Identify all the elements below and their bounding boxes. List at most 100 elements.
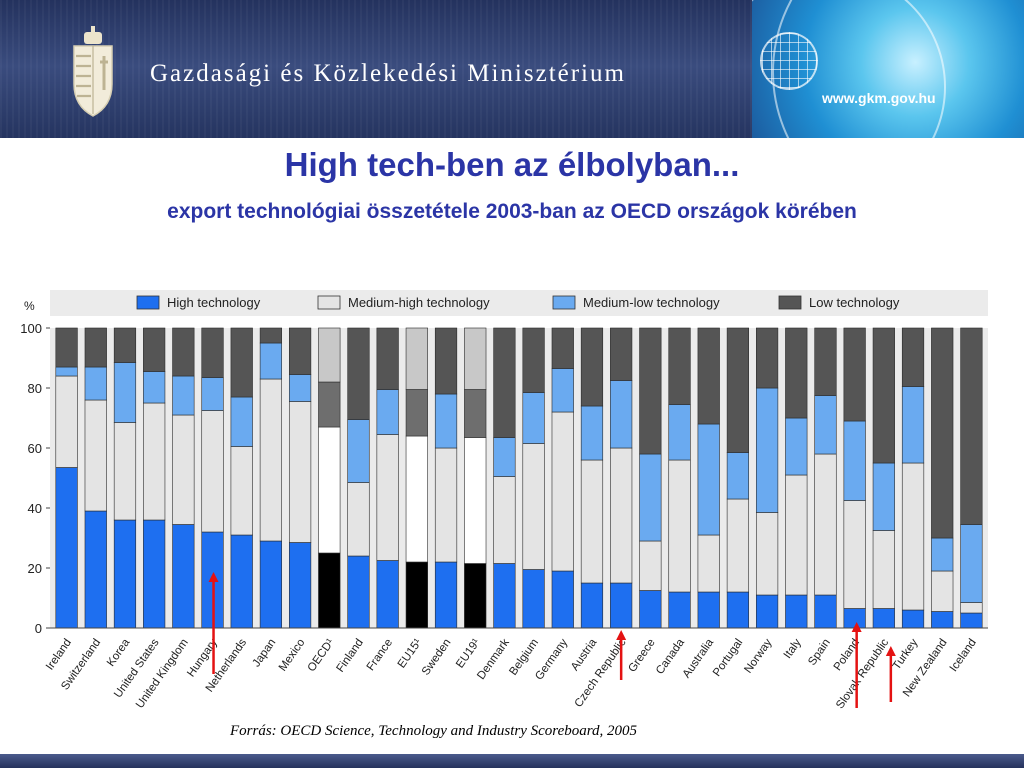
website-link[interactable]: www.gkm.gov.hu: [822, 90, 936, 106]
bar-segment: [259, 378, 283, 542]
y-tick-label: 0: [35, 621, 42, 636]
bar-segment: [84, 327, 107, 368]
bar-segment: [143, 327, 166, 372]
bar-segment: [580, 582, 604, 629]
bar-segment: [434, 561, 458, 629]
bar-segment: [639, 540, 662, 591]
x-tick-label: Mexico: [277, 637, 308, 674]
bar-segment: [318, 552, 341, 629]
bar-segment: [814, 395, 837, 455]
bar-segment: [610, 327, 633, 381]
x-tick-label: Iceland: [948, 637, 979, 674]
bar-segment: [288, 327, 312, 375]
bar-segment: [726, 591, 750, 629]
legend-label: Low technology: [809, 295, 900, 310]
bar-segment: [84, 366, 107, 401]
bar-segment: [814, 453, 837, 596]
bar-segment: [143, 402, 166, 521]
bar-segment: [288, 401, 312, 543]
bar-segment: [288, 542, 312, 629]
bar-segment: [843, 500, 866, 609]
bar-segment: [814, 327, 837, 396]
bar-segment: [113, 362, 137, 423]
bar-segment: [639, 453, 662, 542]
bar-segment: [960, 602, 983, 614]
bar-segment: [551, 327, 574, 369]
bar-segment: [755, 387, 779, 513]
hungarian-coat-of-arms-icon: [73, 26, 113, 117]
bar-segment: [143, 519, 166, 629]
x-tick-label: United Kingdom: [134, 637, 191, 711]
bar-segment: [201, 327, 224, 378]
bar-segment: [551, 570, 574, 629]
bar-segment: [55, 375, 78, 468]
bar-segment: [113, 327, 137, 363]
y-tick-label: 20: [28, 561, 42, 576]
bar-segment: [464, 437, 487, 564]
bar-segment: [434, 327, 458, 395]
bar-segment: [668, 327, 691, 405]
bar-segment: [464, 389, 487, 438]
bar-segment: [755, 512, 779, 596]
bar-segment: [347, 327, 370, 420]
bar-segment: [288, 374, 312, 402]
header-banner: Gazdasági és Közlekedési Minisztérium ww…: [0, 0, 1024, 138]
bar-segment: [172, 524, 195, 629]
bar-segment: [755, 327, 779, 389]
footer-bar: [0, 754, 1024, 768]
bar-segment: [347, 555, 370, 629]
y-tick-label: 100: [20, 321, 42, 336]
bar-segment: [230, 446, 253, 536]
bar-segment: [639, 590, 662, 629]
bar-segment: [580, 459, 604, 584]
bar-segment: [960, 524, 983, 603]
bar-segment: [668, 459, 691, 593]
x-tick-label: Sweden: [420, 637, 454, 678]
bar-segment: [872, 327, 895, 464]
bar-segment: [143, 371, 166, 404]
bar-segment: [376, 389, 399, 435]
x-tick-label: EU19¹: [454, 637, 483, 671]
bar-segment: [318, 381, 341, 428]
bar-segment: [697, 534, 720, 593]
bar-segment: [580, 327, 604, 407]
bar-segment: [434, 393, 458, 449]
bar-segment: [493, 563, 516, 629]
highlight-arrowhead: [616, 630, 627, 640]
x-tick-label: Austria: [569, 636, 600, 673]
bar-segment: [376, 560, 399, 629]
y-axis-label: %: [24, 299, 35, 313]
bar-segment: [610, 582, 633, 629]
bar-segment: [172, 327, 195, 377]
bar-segment: [960, 612, 983, 629]
legend-label: Medium-low technology: [583, 295, 720, 310]
bar-segment: [405, 389, 428, 437]
bar-segment: [522, 443, 545, 570]
bar-segment: [931, 611, 954, 629]
bar-segment: [84, 399, 107, 512]
bar-segment: [785, 594, 808, 629]
x-tick-label: Norway: [742, 637, 774, 676]
bar-segment: [668, 404, 691, 461]
x-tick-label: Ireland: [44, 637, 74, 673]
bar-segment: [960, 327, 983, 525]
x-tick-label: Spain: [806, 637, 833, 668]
bar-segment: [785, 417, 808, 476]
legend-background: [50, 290, 988, 316]
bar-segment: [755, 594, 779, 629]
globe-graphic: [752, 0, 1024, 138]
bar-segment: [697, 591, 720, 629]
bar-segment: [726, 327, 750, 453]
bar-segment: [464, 327, 487, 390]
bar-segment: [785, 327, 808, 419]
bar-segment: [347, 419, 370, 483]
slide-subtitle: export technológiai összetétele 2003-ban…: [167, 200, 857, 223]
bar-segment: [405, 561, 428, 629]
x-tick-label: Japan: [251, 637, 279, 670]
bar-segment: [434, 447, 458, 563]
x-tick-label: OECD¹: [306, 637, 337, 674]
x-tick-label: Korea: [105, 636, 133, 669]
source-note: Forrás: OECD Science, Technology and Ind…: [230, 723, 638, 739]
bar-segment: [843, 327, 866, 422]
bar-segment: [697, 327, 720, 425]
